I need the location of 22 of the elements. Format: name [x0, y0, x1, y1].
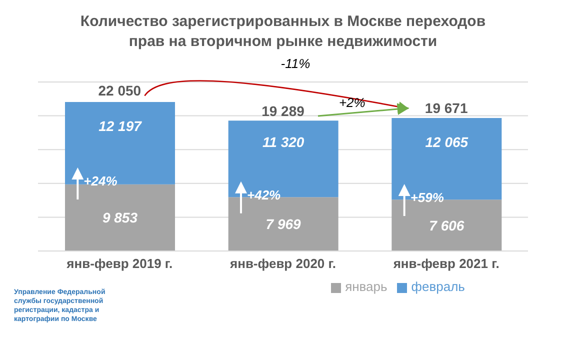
annotation: +59%: [410, 190, 444, 206]
data-label: 11 320: [262, 134, 304, 150]
chart-title: Количество зарегистрированных в Москве переходов прав на вторичном рынке недвижимости: [79, 12, 487, 52]
x-tick-label: янв-февр 2020 г.: [230, 256, 336, 272]
data-label: 7 606: [429, 217, 464, 234]
data-label: 12 065: [425, 134, 468, 150]
annotation: +2%: [338, 95, 366, 110]
data-label: 9 853: [102, 210, 138, 226]
x-tick-label: янв-февр 2019 г.: [66, 256, 173, 272]
data-label: 7 969: [266, 216, 302, 232]
bar: [65, 184, 175, 251]
bar: [65, 102, 175, 184]
text: -11%: [280, 56, 310, 71]
legend-label: январь: [345, 279, 388, 294]
x-tick-label: янв-февр 2021 г.: [393, 256, 500, 272]
total-label: 22 050: [98, 82, 142, 99]
annotation: +24%: [84, 173, 118, 188]
legend-label: февраль: [411, 279, 465, 294]
annotation: +42%: [247, 187, 282, 202]
total-label: 19 289: [262, 103, 305, 120]
data-label: 12 197: [98, 118, 143, 134]
total-label: 19 671: [424, 100, 468, 116]
